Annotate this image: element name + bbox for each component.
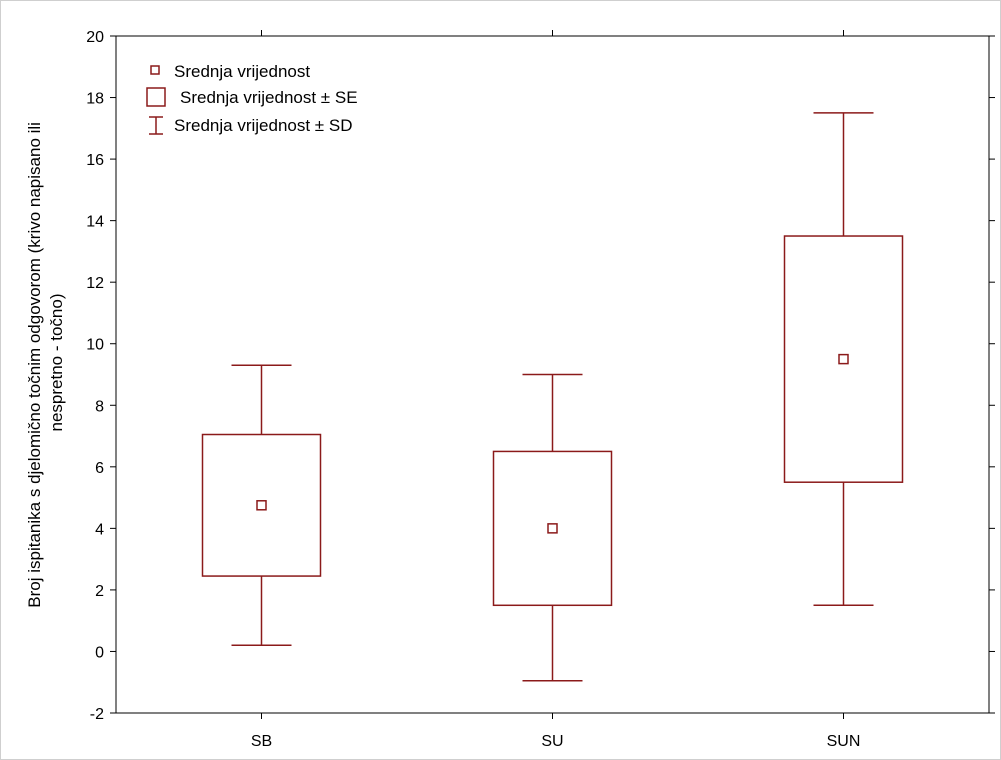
legend-mean-marker: [150, 65, 160, 75]
box-sb: [201, 364, 322, 647]
box-sun: [783, 112, 904, 607]
x-category-label: SU: [541, 733, 563, 750]
x-category-label: SUN: [827, 733, 861, 750]
y-axis-label-line2: nespretno - točno): [47, 294, 66, 432]
y-axis: -2 0 2 4 6 8 10 12 14 16 18 20: [86, 29, 995, 723]
y-tick-label: 6: [95, 460, 104, 477]
mean-marker: [547, 523, 558, 534]
y-tick-label: 10: [86, 337, 104, 354]
boxes: [201, 112, 904, 682]
x-category-label: SB: [251, 733, 272, 750]
y-tick-label: -2: [90, 706, 104, 723]
y-tick-label: 16: [86, 152, 104, 169]
box-su: [492, 373, 613, 682]
legend-se-marker: [146, 87, 166, 107]
y-tick-label: 20: [86, 29, 104, 46]
mean-marker: [256, 500, 267, 511]
y-tick-label: 18: [86, 91, 104, 108]
legend: Srednja vrijednost Srednja vrijednost ± …: [146, 62, 358, 135]
y-tick-label: 14: [86, 214, 104, 231]
y-tick-label: 4: [95, 521, 104, 538]
mean-marker: [838, 353, 849, 365]
y-tick-label: 2: [95, 583, 104, 600]
y-tick-label: 12: [86, 275, 104, 292]
legend-label-mean: Srednja vrijednost: [174, 62, 310, 81]
legend-label-se: Srednja vrijednost ± SE: [180, 88, 358, 107]
y-tick-label: 8: [95, 398, 104, 415]
y-axis-label: Broj ispitanika s djelomično točnim odgo…: [25, 117, 66, 607]
y-tick-label: 0: [95, 644, 104, 661]
y-axis-label-line1: Broj ispitanika s djelomično točnim odgo…: [25, 122, 44, 608]
x-axis: SB SU SUN: [251, 30, 861, 750]
legend-label-sd: Srednja vrijednost ± SD: [174, 116, 352, 135]
legend-sd-marker: [149, 116, 163, 135]
